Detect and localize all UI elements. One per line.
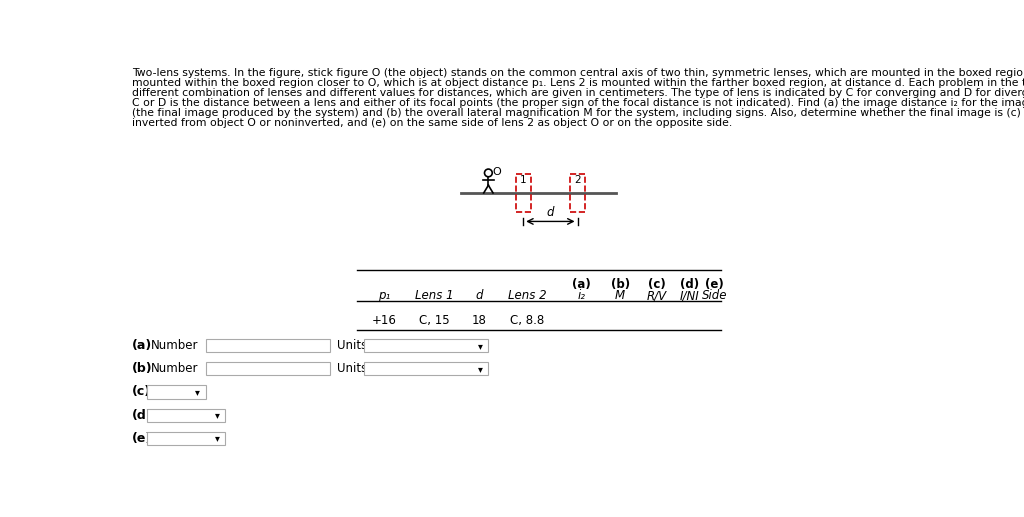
Text: (d): (d) <box>132 408 153 421</box>
Text: C, 15: C, 15 <box>419 314 450 327</box>
Text: 2: 2 <box>574 175 581 185</box>
Text: +16: +16 <box>372 314 396 327</box>
Bar <box>569 174 586 212</box>
Text: 1: 1 <box>520 175 526 185</box>
Text: d: d <box>475 289 483 302</box>
Bar <box>515 174 531 212</box>
Text: (c): (c) <box>647 278 666 291</box>
Bar <box>147 408 225 422</box>
Text: M: M <box>615 289 626 302</box>
Text: Units: Units <box>337 362 368 375</box>
Text: Two-lens systems. In the figure, stick figure O (the object) stands on the commo: Two-lens systems. In the figure, stick f… <box>132 68 1024 78</box>
Text: Lens 1: Lens 1 <box>415 289 454 302</box>
Bar <box>365 339 488 352</box>
Text: 18: 18 <box>472 314 486 327</box>
Text: ▾: ▾ <box>196 387 200 397</box>
Text: Number: Number <box>152 339 199 352</box>
Text: p₁: p₁ <box>378 289 390 302</box>
Text: inverted from object O or noninverted, and (e) on the same side of lens 2 as obj: inverted from object O or noninverted, a… <box>132 118 732 128</box>
Text: Lens 2: Lens 2 <box>508 289 547 302</box>
Text: ▾: ▾ <box>215 410 219 420</box>
Text: ▾: ▾ <box>478 364 483 374</box>
Text: Units: Units <box>337 339 368 352</box>
Bar <box>147 432 225 445</box>
Bar <box>206 362 330 375</box>
Text: (the final image produced by the system) and (b) the overall lateral magnificati: (the final image produced by the system)… <box>132 108 1024 118</box>
Text: (e): (e) <box>132 432 153 445</box>
Text: (d): (d) <box>680 278 699 291</box>
Text: different combination of lenses and different values for distances, which are gi: different combination of lenses and diff… <box>132 88 1024 98</box>
Text: (e): (e) <box>706 278 724 291</box>
Bar <box>206 339 330 352</box>
Text: I/NI: I/NI <box>680 289 699 302</box>
Text: (c): (c) <box>132 386 151 399</box>
Bar <box>365 362 488 375</box>
Text: C or D is the distance between a lens and either of its focal points (the proper: C or D is the distance between a lens an… <box>132 98 1024 108</box>
Text: R/V: R/V <box>646 289 667 302</box>
Text: ▾: ▾ <box>478 341 483 351</box>
Text: (a): (a) <box>572 278 591 291</box>
Text: Side: Side <box>701 289 727 302</box>
Text: i₂: i₂ <box>578 289 586 302</box>
Text: d: d <box>547 206 554 219</box>
Bar <box>147 386 206 399</box>
Text: Number: Number <box>152 362 199 375</box>
Text: (a): (a) <box>132 339 153 352</box>
Text: (b): (b) <box>132 362 153 375</box>
Text: O: O <box>493 167 501 177</box>
Text: ▾: ▾ <box>215 433 219 443</box>
Text: mounted within the boxed region closer to O, which is at object distance p₁. Len: mounted within the boxed region closer t… <box>132 78 1024 88</box>
Text: (b): (b) <box>610 278 630 291</box>
Text: C, 8.8: C, 8.8 <box>510 314 544 327</box>
